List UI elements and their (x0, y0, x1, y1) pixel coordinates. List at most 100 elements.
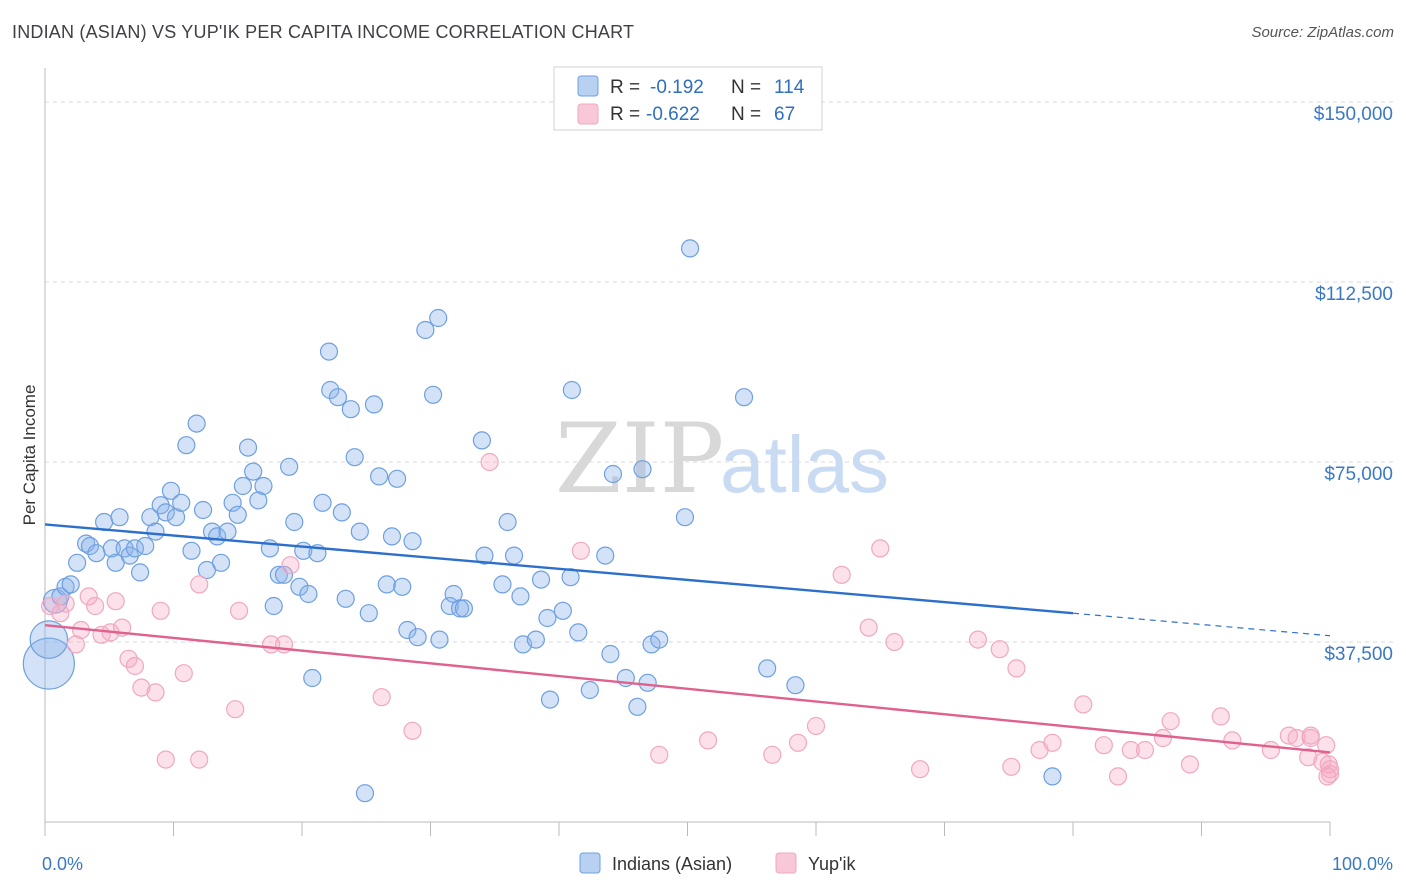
indians-point-41 (254, 476, 273, 496)
yupik-point-29 (650, 745, 669, 764)
indians-point-65 (370, 467, 389, 486)
indians-point-39 (244, 462, 263, 481)
indians-point-22 (156, 503, 175, 522)
x-tick-label-0: 0.0% (42, 854, 83, 874)
indians-point-64 (364, 395, 384, 414)
yupik-point-55 (1261, 740, 1280, 760)
indians-point-106 (675, 508, 695, 527)
yupik-point-12 (125, 656, 145, 676)
yupik-trend-line (44, 624, 1331, 754)
yupik-point-58 (1299, 748, 1318, 767)
watermark: ZIP atlas (555, 403, 889, 515)
yupik-point-42 (1007, 659, 1026, 678)
x-tick-labels: 0.0% 100.0% (42, 854, 1393, 874)
yupik-point-25 (372, 688, 391, 707)
yupik-point-62 (1317, 736, 1336, 755)
yupik-point-40 (990, 640, 1009, 659)
yupik-point-39 (968, 630, 988, 649)
y-tick-label-2: $112,500 (1315, 284, 1393, 305)
indians-point-54 (319, 342, 339, 361)
indians-point-13 (110, 508, 129, 527)
indians-point-17 (130, 563, 150, 582)
yupik-point-26 (403, 721, 422, 740)
indians-point-28 (187, 414, 206, 433)
legend-swatch-yupik (577, 103, 599, 125)
indians-point-57 (332, 503, 351, 522)
yupik-point-65 (1320, 764, 1340, 784)
indians-point-82 (475, 546, 494, 565)
watermark-atlas: atlas (720, 420, 889, 509)
yupik-point-44 (1043, 733, 1062, 752)
legend-n-label-1: N = (731, 77, 761, 98)
legend-n-value-1: 114 (774, 77, 805, 98)
indians-point-72 (408, 628, 427, 647)
indians-point-101 (628, 697, 647, 716)
indians-point-25 (172, 493, 191, 512)
yupik-point-27 (480, 452, 499, 472)
yupik-point-33 (806, 716, 826, 736)
legend-box (553, 66, 823, 131)
indians-point-84 (498, 512, 517, 532)
indians-point-46 (280, 457, 299, 476)
yupik-point-60 (1301, 726, 1320, 745)
indians-point-97 (596, 546, 615, 565)
y-tick-label-3: $150,000 (1314, 104, 1393, 125)
yupik-point-45 (1074, 695, 1093, 714)
indians-point-59 (341, 400, 360, 419)
indians-point-66 (377, 575, 396, 594)
indians-point-67 (382, 527, 402, 546)
indians-point-85 (504, 546, 524, 565)
grid-lines (45, 101, 1395, 643)
legend-n-label-2: N = (731, 104, 761, 125)
yupik-point-17 (174, 664, 193, 683)
legend-swatch-indians (577, 75, 599, 97)
indians-point-63 (359, 604, 378, 623)
yupik-point-54 (1223, 731, 1242, 750)
yupik-point-47 (1108, 767, 1128, 786)
yupik-point-36 (871, 539, 890, 558)
indians-point-92 (553, 601, 572, 620)
indians-point-50 (299, 584, 318, 604)
yupik-point-6 (86, 596, 105, 616)
bottom-legend-label-indians: Indians (Asian) (612, 854, 732, 874)
indians-point-108 (734, 388, 754, 407)
indians-point-68 (387, 469, 407, 488)
yupik-point-53 (1211, 707, 1230, 726)
yupik-point-14 (146, 683, 165, 702)
yupik-point-1 (51, 604, 70, 623)
yupik-point-0 (41, 596, 60, 616)
yupik-point-5 (79, 587, 98, 606)
indians-point-61 (350, 522, 369, 541)
y-tick-label-0: $37,500 (1324, 644, 1393, 665)
indians-point-90 (538, 608, 557, 628)
yupik-point-66 (1318, 767, 1337, 786)
indians-trend-extension (1072, 612, 1331, 637)
indians-point-0 (22, 637, 75, 690)
indians-point-70 (398, 620, 417, 640)
indians-point-53 (313, 493, 332, 512)
indians-point-38 (238, 438, 258, 457)
yupik-point-9 (106, 592, 125, 611)
y-axis-label: Per Capita Income (20, 385, 39, 526)
indians-point-83 (493, 575, 512, 594)
indians-point-89 (531, 570, 551, 589)
indians-point-36 (228, 505, 247, 524)
indians-point-71 (403, 532, 422, 551)
y-tick-label-1: $75,000 (1324, 464, 1393, 485)
indians-point-45 (274, 565, 294, 584)
legend-n-value-2: 67 (774, 104, 795, 125)
indians-point-96 (580, 680, 599, 700)
legend-r-value-2: -0.622 (646, 104, 700, 125)
x-tick-label-1: 100.0% (1332, 854, 1393, 874)
indians-point-95 (569, 623, 588, 642)
yupik-point-2 (56, 594, 75, 613)
indians-point-34 (218, 522, 237, 541)
legend-r-label-1: R = (610, 77, 640, 98)
indians-point-23 (161, 481, 181, 500)
indians-point-81 (472, 431, 491, 450)
indians-point-98 (601, 644, 620, 664)
indians-point-51 (303, 668, 322, 688)
indians-point-107 (680, 239, 700, 258)
yupik-point-11 (119, 649, 138, 668)
